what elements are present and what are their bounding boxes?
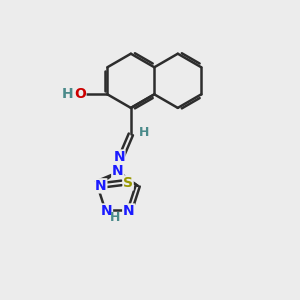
Text: H: H [139, 126, 149, 140]
Text: H: H [110, 211, 121, 224]
Text: H: H [61, 87, 73, 101]
Text: O: O [74, 87, 86, 101]
Text: N: N [101, 204, 112, 218]
Text: N: N [112, 164, 123, 178]
Text: S: S [123, 176, 133, 190]
Text: N: N [95, 179, 107, 193]
Text: N: N [123, 204, 134, 218]
Text: N: N [113, 150, 125, 164]
